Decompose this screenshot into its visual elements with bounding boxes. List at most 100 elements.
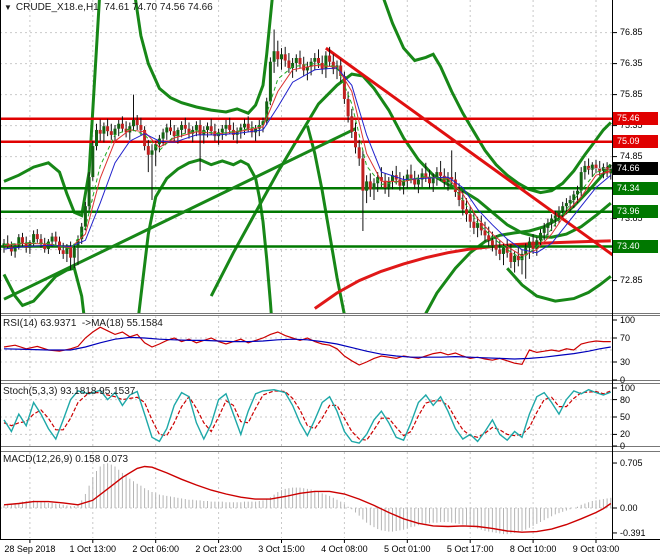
bear-candle <box>9 246 13 252</box>
time-axis-label: 28 Sep 2018 <box>4 544 56 554</box>
bull-candle <box>372 183 376 190</box>
bear-candle <box>298 58 302 65</box>
bear-candle <box>439 172 443 176</box>
bull-candle <box>102 126 106 134</box>
bull-candle <box>535 240 539 249</box>
bull-candle <box>224 124 228 129</box>
bull-candle <box>117 123 121 129</box>
bear-candle <box>494 245 498 250</box>
bear-candle <box>21 237 24 243</box>
bear-candle <box>531 241 535 249</box>
price-axis-label: 76.35 <box>620 58 643 69</box>
bear-candle <box>328 55 332 62</box>
rising-green-trendline[interactable] <box>3 127 357 301</box>
bull-candle <box>520 253 524 261</box>
bollinger-upper-left <box>3 0 101 218</box>
bull-candle <box>324 55 328 70</box>
bull-candle <box>257 124 261 129</box>
resistance-price-badge: 75.46 <box>613 112 658 126</box>
bear-candle <box>109 131 113 135</box>
ma-fast-green-dashed <box>3 63 611 260</box>
bull-candle <box>176 129 180 137</box>
bull-candle <box>72 247 76 258</box>
slow-ma-rising-right <box>424 163 612 313</box>
bear-candle <box>424 173 428 178</box>
bear-candle <box>350 116 354 132</box>
bear-candle <box>120 123 124 129</box>
mac-panel-layer <box>0 452 612 538</box>
symbol-dropdown-icon[interactable]: ▼ <box>4 2 12 12</box>
bull-candle <box>402 180 406 186</box>
bear-candle <box>198 124 202 135</box>
bear-candle <box>146 146 150 155</box>
bear-candle <box>39 239 43 245</box>
bull-candle <box>32 234 36 243</box>
bear-candle <box>516 255 520 261</box>
bull-candle <box>261 121 265 125</box>
bear-candle <box>509 252 513 262</box>
stoch-axis-label: 50 <box>620 412 631 422</box>
bull-candle <box>583 165 587 173</box>
bull-candle <box>502 247 505 254</box>
bull-candle <box>294 58 298 63</box>
bear-candle <box>357 147 361 159</box>
time-axis-label: 4 Oct 08:00 <box>321 544 368 554</box>
bull-candle <box>550 218 554 223</box>
bull-candle <box>546 222 550 228</box>
bull-candle <box>572 194 576 200</box>
bear-candle <box>487 235 491 241</box>
chart-title-bar: ▼ CRUDE_X18.e,H1 74.61 74.70 74.56 74.66 <box>4 2 213 13</box>
time-axis-label: 5 Oct 01:00 <box>384 544 431 554</box>
bull-candle <box>87 177 91 207</box>
bear-candle <box>35 234 39 240</box>
slow-ma-bottom-right <box>506 267 612 303</box>
bull-candle <box>539 232 542 241</box>
bull-candle <box>83 206 87 227</box>
bull-candle <box>165 127 169 133</box>
bear-candle <box>505 247 509 253</box>
bull-candle <box>579 172 583 191</box>
bull-candle <box>568 200 572 204</box>
chart-title: CRUDE_X18.e,H1 74.61 74.70 74.56 74.66 <box>15 2 213 13</box>
rsi-line <box>3 326 611 366</box>
bull-candle <box>95 129 98 147</box>
macd-axis-label: -0.391 <box>620 527 646 538</box>
bull-candle <box>590 164 594 170</box>
bull-candle <box>564 203 568 207</box>
stoch-axis-label: 80 <box>620 394 631 405</box>
bear-candle <box>317 58 320 63</box>
rsi-axis-label: 100 <box>620 315 636 325</box>
bear-candle <box>346 98 350 117</box>
descending-red-trendline[interactable] <box>325 46 618 259</box>
bull-candle <box>265 101 269 122</box>
ma200-red <box>313 239 611 310</box>
bull-candle <box>113 128 117 135</box>
bear-candle <box>54 236 58 242</box>
time-axis-label: 9 Oct 03:00 <box>572 544 620 554</box>
bear-candle <box>169 127 172 132</box>
bull-candle <box>154 144 158 151</box>
bull-candle <box>13 245 17 252</box>
bear-candle <box>450 177 454 180</box>
main-panel-layer <box>0 0 618 313</box>
stoch-axis-label: 20 <box>620 429 631 440</box>
bear-candle <box>461 200 465 210</box>
bull-candle <box>291 62 295 68</box>
bull-candle <box>132 120 135 127</box>
bear-candle <box>228 124 232 130</box>
bear-candle <box>61 250 65 254</box>
bull-candle <box>365 181 369 191</box>
bear-candle <box>498 249 502 254</box>
bear-candle <box>183 124 187 129</box>
macd-axis-label: 0.705 <box>620 458 643 469</box>
bull-candle <box>17 237 21 246</box>
bull-candle <box>65 246 69 254</box>
bear-candle <box>209 126 213 132</box>
bull-candle <box>220 128 224 133</box>
bull-candle <box>243 123 246 128</box>
bull-candle <box>194 124 198 130</box>
bull-candle <box>391 175 394 182</box>
ma-fast-blue <box>3 67 612 254</box>
time-axis-label: 2 Oct 23:00 <box>195 544 242 554</box>
